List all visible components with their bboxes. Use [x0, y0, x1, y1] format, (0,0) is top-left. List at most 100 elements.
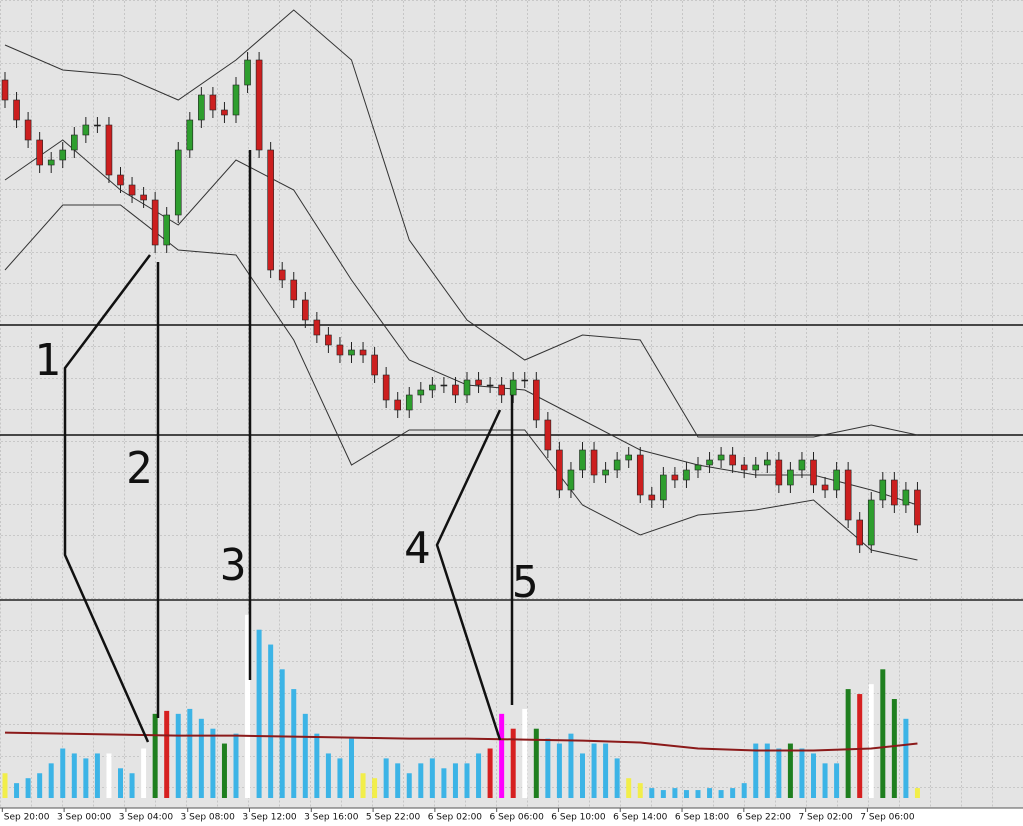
candle-body — [879, 479, 887, 501]
volume-bar — [695, 790, 701, 798]
volume-bar — [787, 743, 793, 798]
volume-bar — [545, 738, 551, 798]
candle-body — [763, 459, 771, 466]
candle-body — [613, 459, 621, 471]
volume-bar — [372, 778, 378, 798]
volume-bar — [175, 713, 181, 798]
candle-body — [13, 99, 20, 121]
candle-body — [244, 59, 251, 86]
candle-body — [602, 469, 609, 476]
candle-body — [71, 134, 78, 151]
volume-bar — [741, 783, 747, 798]
candle-body — [821, 484, 829, 491]
candle-body — [382, 374, 390, 401]
volume-bar — [845, 689, 851, 798]
volume-bar — [48, 763, 54, 798]
volume-bar — [198, 718, 204, 798]
volume-bar — [141, 748, 147, 798]
x-tick-label: 3 Sep 00:00 — [57, 813, 112, 823]
volume-bar — [441, 768, 447, 798]
volume-bar — [776, 748, 782, 798]
candle-body — [648, 494, 656, 501]
volume-bar — [37, 773, 43, 798]
candle-body — [267, 149, 274, 271]
candle-body — [844, 469, 852, 521]
volume-bar — [914, 788, 920, 798]
candle-body — [636, 454, 644, 496]
volume-bar — [487, 748, 493, 798]
candle-body — [336, 344, 344, 356]
candle-body — [717, 454, 725, 461]
volume-bar — [753, 743, 759, 798]
volume-bar — [891, 699, 897, 798]
candle-body — [24, 119, 32, 141]
x-tick-label: 6 Sep 02:00 — [428, 813, 483, 823]
volume-bar — [279, 669, 285, 798]
candle-body — [521, 379, 529, 382]
volume-bar — [71, 753, 77, 798]
volume-bar — [25, 778, 31, 798]
band-upper — [4, 9, 918, 438]
candle-body — [186, 119, 194, 151]
volume-bar — [337, 758, 343, 798]
volume-bar — [660, 790, 666, 798]
volume-bar — [880, 669, 886, 798]
volume-bar — [522, 708, 528, 798]
x-tick-label: 3 Sep 16:00 — [304, 813, 359, 823]
volume-bar — [395, 763, 401, 798]
candle-body — [544, 419, 552, 451]
candle-body — [128, 184, 136, 196]
x-tick-label: 6 Sep 22:00 — [737, 813, 792, 823]
volume-ma — [4, 731, 918, 752]
candle-body — [290, 279, 298, 301]
candle-body — [902, 489, 910, 506]
volume-bar — [626, 778, 632, 798]
candle-body — [440, 384, 448, 387]
volume-bar — [476, 753, 482, 798]
candle-body — [671, 474, 679, 481]
x-tick-label: 3 Sep 08:00 — [181, 813, 236, 823]
candle-body — [417, 389, 425, 396]
candle-body — [278, 269, 286, 281]
volume-bar — [868, 684, 874, 798]
candle-body — [810, 459, 817, 486]
candle-body — [82, 124, 90, 136]
volume-bar — [718, 790, 724, 798]
x-tick-label: 6 Sep 06:00 — [489, 813, 544, 823]
volume-bar — [429, 758, 435, 798]
x-tick-label: 6 Sep 10:00 — [551, 813, 606, 823]
candle-body — [94, 124, 101, 127]
candle-body — [174, 149, 182, 216]
volume-bar — [764, 743, 770, 798]
candle-body — [255, 59, 263, 151]
volume-bar — [464, 763, 470, 798]
volume-bar — [233, 733, 239, 798]
volume-bar — [857, 694, 863, 798]
volume-bar — [799, 748, 805, 798]
volume-bar — [568, 733, 574, 798]
annotation-line — [435, 409, 502, 741]
volume-bar — [383, 758, 389, 798]
candle-body — [729, 454, 736, 466]
candle-body — [833, 469, 840, 491]
candle-body — [117, 174, 124, 186]
volume-bar — [834, 763, 840, 798]
candle-body — [787, 469, 794, 486]
candle-body — [694, 464, 702, 471]
volume-bar — [256, 629, 262, 798]
annotation-label: 5 — [512, 557, 539, 608]
x-tick-label: 3 Sep 12:00 — [242, 813, 297, 823]
x-tick-label: 3 Sep 04:00 — [119, 813, 174, 823]
candle-body — [798, 459, 806, 471]
volume-bar — [291, 689, 297, 798]
volume-bar — [187, 708, 193, 798]
candle-body — [775, 459, 783, 486]
volume-bar — [811, 753, 816, 798]
volume-bar — [580, 753, 585, 798]
volume-bar — [2, 773, 8, 798]
annotations — [63, 150, 514, 743]
volume-bar — [418, 763, 424, 798]
candle-body — [59, 149, 67, 161]
